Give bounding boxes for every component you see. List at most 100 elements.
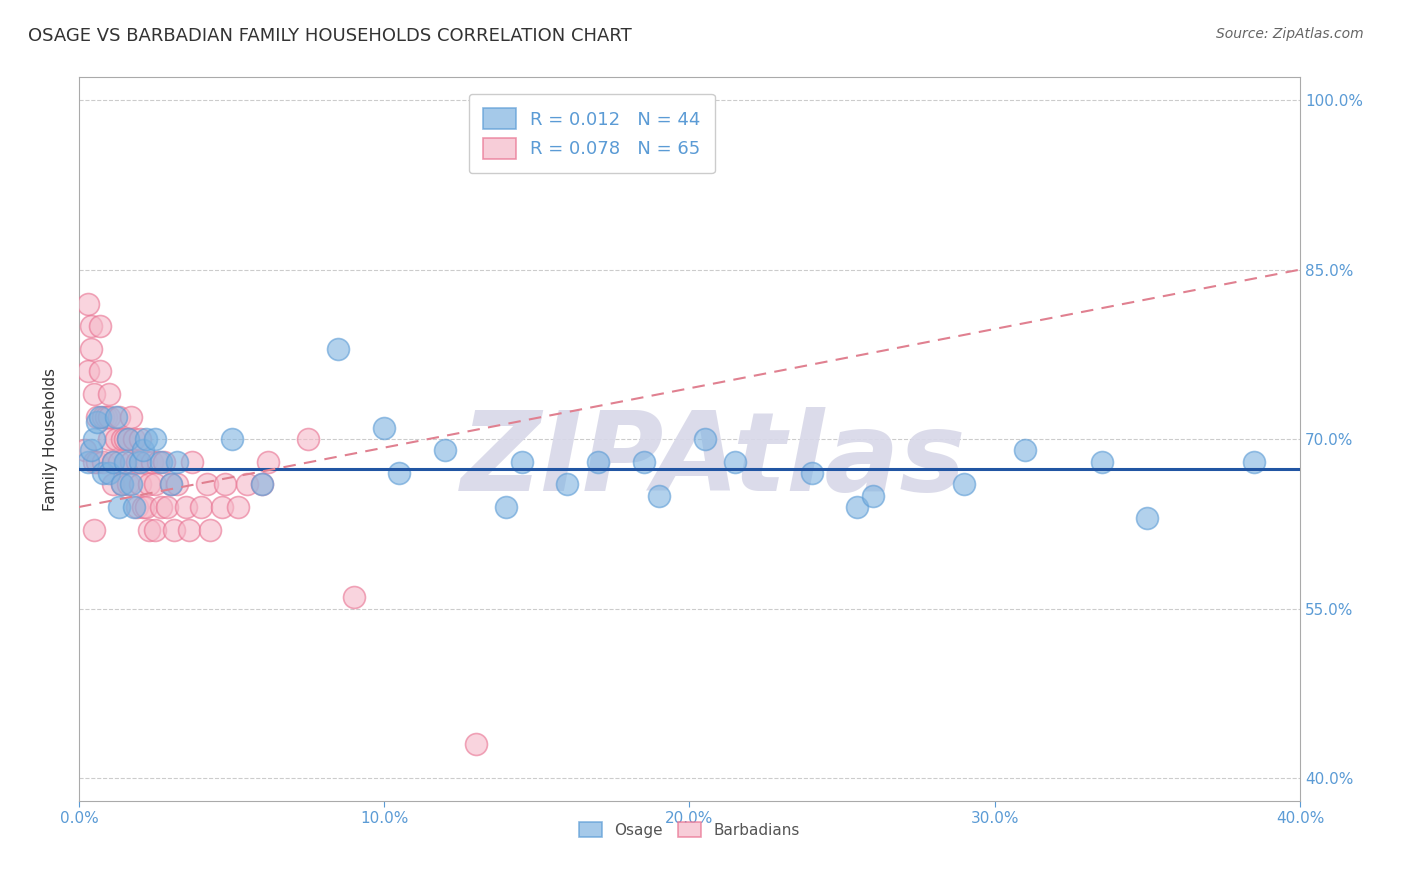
Point [143, 477, 166, 491]
Point [111, 477, 134, 491]
Point [557, 477, 579, 491]
Text: OSAGE VS BARBADIAN FAMILY HOUSEHOLDS CORRELATION CHART: OSAGE VS BARBADIAN FAMILY HOUSEHOLDS COR… [28, 27, 631, 45]
Point [135, 500, 157, 514]
Point [226, 500, 249, 514]
Point [633, 455, 655, 469]
Legend: Osage, Barbadians: Osage, Barbadians [574, 815, 806, 844]
Point [86, 415, 108, 429]
Point [1090, 455, 1112, 469]
Point [214, 477, 236, 491]
Point [98, 409, 121, 424]
Point [195, 477, 218, 491]
Point [104, 432, 127, 446]
Point [800, 466, 823, 480]
Point [953, 477, 976, 491]
Point [83, 432, 105, 446]
Point [236, 477, 259, 491]
Point [434, 443, 457, 458]
Point [162, 523, 184, 537]
Point [77, 455, 100, 469]
Point [166, 455, 188, 469]
Point [1136, 511, 1159, 525]
Point [143, 432, 166, 446]
Point [107, 500, 129, 514]
Point [117, 477, 139, 491]
Point [80, 319, 103, 334]
Point [107, 409, 129, 424]
Point [135, 455, 157, 469]
Point [190, 500, 212, 514]
Point [93, 409, 115, 424]
Point [177, 523, 200, 537]
Point [159, 477, 181, 491]
Point [125, 500, 148, 514]
Point [120, 409, 142, 424]
Point [388, 466, 411, 480]
Point [250, 477, 273, 491]
Point [86, 409, 108, 424]
Point [125, 455, 148, 469]
Point [120, 455, 142, 469]
Point [132, 500, 155, 514]
Point [1014, 443, 1036, 458]
Point [120, 477, 142, 491]
Point [510, 455, 533, 469]
Point [93, 466, 115, 480]
Point [117, 432, 139, 446]
Point [83, 455, 105, 469]
Point [373, 421, 395, 435]
Point [862, 489, 884, 503]
Point [211, 500, 233, 514]
Point [104, 409, 127, 424]
Point [77, 296, 100, 310]
Point [693, 432, 716, 446]
Point [464, 737, 486, 751]
Point [166, 477, 188, 491]
Point [138, 523, 160, 537]
Point [73, 443, 96, 458]
Point [129, 477, 152, 491]
Point [86, 455, 108, 469]
Point [98, 432, 121, 446]
Point [80, 342, 103, 356]
Point [101, 455, 124, 469]
Point [156, 500, 179, 514]
Y-axis label: Family Households: Family Households [44, 368, 58, 510]
Point [343, 591, 366, 605]
Point [98, 466, 121, 480]
Point [180, 455, 202, 469]
Point [101, 455, 124, 469]
Point [77, 364, 100, 378]
Point [200, 523, 222, 537]
Point [138, 477, 160, 491]
Point [80, 443, 103, 458]
Point [250, 477, 273, 491]
Point [148, 455, 170, 469]
Point [111, 432, 134, 446]
Text: ZIPAtlas: ZIPAtlas [461, 408, 967, 515]
Point [257, 455, 280, 469]
Point [101, 477, 124, 491]
Point [153, 455, 176, 469]
Point [495, 500, 517, 514]
Point [297, 432, 319, 446]
Point [1243, 455, 1265, 469]
Point [83, 387, 105, 401]
Point [174, 500, 197, 514]
Point [159, 477, 181, 491]
Point [89, 319, 111, 334]
Point [89, 364, 111, 378]
Point [150, 500, 173, 514]
Point [586, 455, 609, 469]
Point [89, 409, 111, 424]
Point [111, 477, 134, 491]
Point [122, 500, 145, 514]
Point [114, 455, 136, 469]
Point [117, 432, 139, 446]
Point [98, 387, 121, 401]
Point [648, 489, 671, 503]
Point [93, 455, 115, 469]
Point [150, 455, 173, 469]
Point [328, 342, 350, 356]
Point [135, 432, 157, 446]
